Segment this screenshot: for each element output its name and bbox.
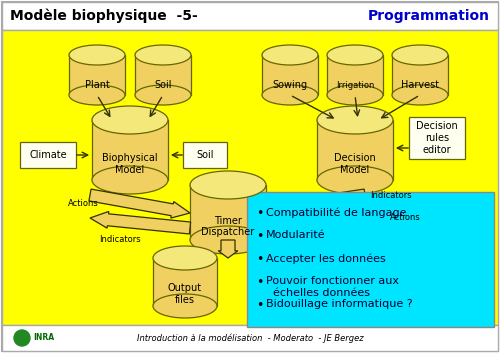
Ellipse shape [262,85,318,105]
Text: Soil: Soil [154,80,172,90]
Ellipse shape [69,45,125,65]
Text: Accepter les données: Accepter les données [266,253,386,263]
FancyBboxPatch shape [262,55,318,95]
Ellipse shape [135,45,191,65]
Text: Introduction à la modélisation  - Moderato  - JE Bergez: Introduction à la modélisation - Moderat… [136,333,364,343]
Text: Compatibilité de langage: Compatibilité de langage [266,207,406,217]
Text: Indicators: Indicators [99,235,141,245]
Ellipse shape [135,85,191,105]
Text: Output
files: Output files [168,283,202,305]
Text: •: • [256,207,264,220]
Ellipse shape [153,294,217,318]
Text: Plant: Plant [84,80,110,90]
Polygon shape [89,189,190,218]
Ellipse shape [317,166,393,194]
FancyBboxPatch shape [392,55,448,95]
Text: Pouvoir fonctionner aux
  échelles données: Pouvoir fonctionner aux échelles données [266,276,399,298]
Text: •: • [256,253,264,266]
Text: Irrigation: Irrigation [336,80,374,90]
Ellipse shape [327,45,383,65]
FancyBboxPatch shape [2,2,498,30]
Text: Soil: Soil [196,150,214,160]
Text: Climate: Climate [29,150,67,160]
Polygon shape [265,201,365,231]
Ellipse shape [92,106,168,134]
Text: Biophysical
Model: Biophysical Model [102,153,158,175]
Text: Timer
Dispatcher: Timer Dispatcher [202,216,254,237]
Text: Sowing: Sowing [272,80,308,90]
FancyBboxPatch shape [2,325,498,351]
FancyBboxPatch shape [183,142,227,168]
Ellipse shape [392,45,448,65]
Ellipse shape [190,171,266,199]
FancyBboxPatch shape [409,117,465,159]
Polygon shape [218,240,238,258]
Ellipse shape [392,85,448,105]
Ellipse shape [69,85,125,105]
Text: INRA: INRA [33,334,54,342]
FancyBboxPatch shape [247,192,494,327]
Ellipse shape [153,246,217,270]
Ellipse shape [317,106,393,134]
Text: Actions: Actions [390,214,421,222]
Text: Decision
Model: Decision Model [334,153,376,175]
FancyBboxPatch shape [2,30,498,325]
FancyBboxPatch shape [69,55,125,95]
Ellipse shape [262,45,318,65]
Text: Decision
rules
editor: Decision rules editor [416,121,458,155]
Ellipse shape [190,226,266,254]
FancyBboxPatch shape [317,120,393,180]
Text: Bidouillage informatique ?: Bidouillage informatique ? [266,299,412,309]
Text: Actions: Actions [68,198,99,208]
FancyBboxPatch shape [92,120,168,180]
Text: •: • [256,276,264,289]
Polygon shape [90,211,190,234]
Text: Modèle biophysique  -5-: Modèle biophysique -5- [10,9,198,23]
Circle shape [14,330,30,346]
Text: Indicators: Indicators [370,191,412,199]
Text: Harvest: Harvest [401,80,439,90]
Ellipse shape [327,85,383,105]
Ellipse shape [92,166,168,194]
FancyBboxPatch shape [190,185,266,240]
Text: •: • [256,230,264,243]
FancyBboxPatch shape [153,258,217,306]
FancyBboxPatch shape [327,55,383,95]
FancyBboxPatch shape [20,142,76,168]
Text: •: • [256,299,264,312]
Text: Modularité: Modularité [266,230,326,240]
FancyBboxPatch shape [135,55,191,95]
Polygon shape [266,189,366,216]
Text: Programmation: Programmation [368,9,490,23]
